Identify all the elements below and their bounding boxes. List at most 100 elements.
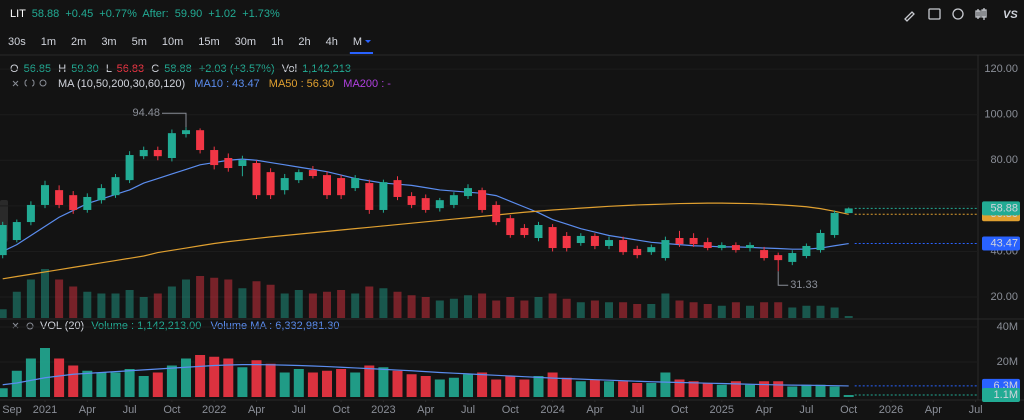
annotation-label: 94.48 bbox=[132, 107, 160, 119]
candle-body bbox=[661, 240, 670, 259]
candle-body bbox=[210, 150, 219, 166]
timeframe-button[interactable]: 5m bbox=[132, 36, 147, 48]
candle-body bbox=[689, 238, 698, 245]
eye-icon[interactable] bbox=[26, 322, 34, 330]
volume-bar bbox=[322, 370, 332, 397]
volume-bar bbox=[491, 379, 502, 397]
x-tick-label: Apr bbox=[925, 404, 942, 416]
toolbar: 30s 1m 2m 3m 5m 10m 15m 30m 1h 2h 4h M bbox=[8, 36, 374, 54]
price-tag-label: 1.1M bbox=[994, 389, 1018, 401]
volume-bar bbox=[434, 379, 445, 397]
volume-bar bbox=[336, 369, 347, 397]
candle-body bbox=[167, 133, 176, 159]
volume-bar bbox=[138, 376, 149, 397]
volume-bar bbox=[11, 370, 22, 397]
candle-body bbox=[788, 253, 797, 262]
volume-overlay-bar bbox=[26, 279, 35, 318]
candle-icon[interactable] bbox=[975, 8, 987, 20]
ma10-value: MA10 : 43.47 bbox=[194, 78, 259, 90]
candle-body bbox=[308, 170, 317, 177]
volume-bar bbox=[801, 384, 812, 397]
volume-bar bbox=[181, 358, 191, 397]
volume-bar bbox=[0, 388, 8, 397]
candle-body bbox=[590, 235, 599, 246]
close-icon[interactable] bbox=[12, 80, 19, 87]
volume-bar bbox=[307, 372, 318, 397]
vol-controls[interactable] bbox=[12, 322, 34, 330]
volume-overlay-bar bbox=[210, 277, 219, 318]
candle-body bbox=[548, 227, 557, 249]
timeframe-button[interactable]: 30m bbox=[235, 36, 256, 48]
volume-overlay-bar bbox=[308, 293, 317, 318]
ma-controls[interactable] bbox=[12, 79, 47, 87]
timeframe-button[interactable]: 1h bbox=[271, 36, 283, 48]
candle-body bbox=[252, 163, 261, 196]
volume-bar bbox=[646, 383, 657, 397]
timeframe-selected[interactable]: M bbox=[353, 36, 362, 48]
volume-bar bbox=[829, 386, 840, 397]
timeframe-button[interactable]: 2m bbox=[71, 36, 86, 48]
braces-icon[interactable] bbox=[24, 79, 35, 87]
volume-overlay-bar bbox=[576, 302, 585, 318]
indicator-icon[interactable] bbox=[952, 8, 964, 20]
volume-overlay-bar bbox=[520, 300, 529, 318]
volume-bar bbox=[110, 372, 121, 397]
volume-overlay-bar bbox=[0, 309, 7, 318]
volume-overlay-bar bbox=[605, 302, 613, 318]
eye-icon[interactable] bbox=[39, 79, 47, 87]
x-tick-label: Jul bbox=[292, 404, 306, 416]
candle-body bbox=[238, 160, 247, 166]
timeframe-button[interactable]: 30s bbox=[8, 36, 26, 48]
candle-body bbox=[816, 232, 825, 251]
volume-bar bbox=[364, 365, 375, 397]
candle-body bbox=[435, 200, 444, 209]
x-tick-label: Sep bbox=[2, 404, 22, 416]
candle-body bbox=[351, 178, 360, 189]
volume-bar bbox=[392, 370, 403, 397]
volume-overlay-bar bbox=[323, 291, 331, 318]
volume-overlay-bar bbox=[125, 290, 134, 318]
volume-overlay-bar bbox=[139, 297, 148, 318]
volume-overlay-bar bbox=[224, 279, 233, 318]
pencil-icon[interactable] bbox=[904, 11, 915, 22]
volume-overlay-bar bbox=[760, 302, 769, 318]
candle-body bbox=[280, 178, 289, 191]
volume-bar bbox=[745, 384, 755, 397]
timeframe-button[interactable]: 15m bbox=[198, 36, 219, 48]
volume-overlay-bar bbox=[280, 293, 289, 318]
x-tick-label: Jul bbox=[969, 404, 983, 416]
candle-body bbox=[449, 195, 458, 205]
candle-body bbox=[619, 240, 628, 253]
change: +0.45 bbox=[65, 8, 93, 20]
volume-bar bbox=[787, 386, 798, 397]
volume-overlay-bar bbox=[661, 293, 670, 318]
timeframe-button[interactable]: 4h bbox=[326, 36, 338, 48]
candle-body bbox=[379, 182, 388, 210]
x-tick-label: Oct bbox=[333, 404, 350, 416]
timeframe-button[interactable]: 3m bbox=[101, 36, 116, 48]
volume-bar bbox=[674, 379, 685, 397]
y-tick-label: 20.00 bbox=[990, 291, 1018, 303]
volume-ma-value: Volume MA : 6,332,981.30 bbox=[210, 320, 339, 332]
timeframe-button[interactable]: 1m bbox=[41, 36, 56, 48]
candle-body bbox=[196, 130, 205, 151]
y-tick-label: 100.00 bbox=[984, 109, 1018, 121]
volume-overlay-bar bbox=[351, 293, 360, 318]
volume-overlay-bar bbox=[153, 293, 162, 318]
candle-body bbox=[492, 204, 501, 223]
timeframe-button[interactable]: 2h bbox=[298, 36, 310, 48]
volume-bar bbox=[124, 369, 135, 397]
volume-bar bbox=[618, 381, 629, 397]
timeframe-button[interactable]: 10m bbox=[162, 36, 183, 48]
x-tick-label: Oct bbox=[502, 404, 519, 416]
candle-body bbox=[26, 204, 35, 223]
dropdown-caret bbox=[365, 40, 372, 43]
annotation-label: 31.33 bbox=[790, 279, 818, 291]
volume-bar bbox=[660, 372, 671, 397]
volume-bar bbox=[96, 372, 107, 397]
volume-overlay-bar bbox=[590, 300, 599, 318]
volume-bar bbox=[843, 395, 854, 397]
chart-icon[interactable] bbox=[928, 8, 941, 20]
candle-body bbox=[294, 172, 303, 181]
volume-bar bbox=[463, 374, 473, 397]
